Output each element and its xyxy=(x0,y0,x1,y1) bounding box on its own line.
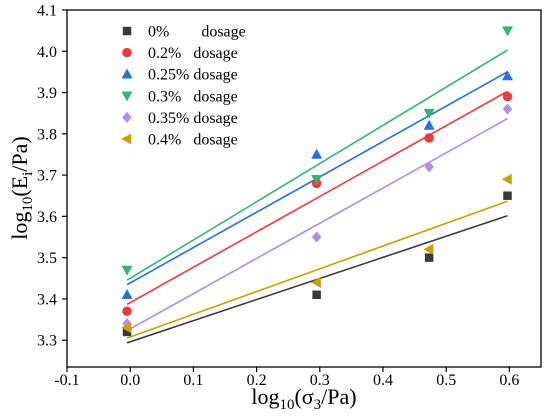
data-points xyxy=(121,26,513,337)
y-tick-label: 4.1 xyxy=(37,3,57,20)
legend-marker-1 xyxy=(122,47,132,58)
plot-frame xyxy=(66,9,542,368)
legend-label-4: 0.35% dosage xyxy=(148,110,238,127)
y-tick-label: 4.0 xyxy=(37,44,57,61)
series-5-point-3 xyxy=(501,173,512,185)
series-2-point-2 xyxy=(423,119,435,130)
title-text: (σ xyxy=(294,384,313,409)
x-axis-title: log10(σ3/Pa) xyxy=(251,384,356,413)
x-tick-label: 0.2 xyxy=(247,372,267,389)
y-tick-label: 3.7 xyxy=(37,168,57,185)
x-axis: -0.1 0.0 0.1 0.2 0.3 0.4 0.5 0.6 xyxy=(54,367,519,389)
series-4-point-3 xyxy=(502,103,513,115)
y-tick-label: 3.8 xyxy=(37,126,57,143)
series-5-point-0 xyxy=(121,322,132,334)
series-4-point-1 xyxy=(311,231,322,243)
legend-item-0: 0% dosage xyxy=(122,24,246,41)
legend-label-0: 0% dosage xyxy=(148,24,246,41)
legend-item-2: 0.25% dosage xyxy=(121,67,238,84)
x-tick-label: 0.4 xyxy=(373,372,393,389)
legend-item-3: 0.3% dosage xyxy=(121,88,238,105)
series-5-point-2 xyxy=(423,243,434,255)
x-tick-label: 0.1 xyxy=(183,372,203,389)
title-text: /Pa) xyxy=(321,384,356,409)
legend-item-4: 0.35% dosage xyxy=(122,110,238,127)
series-1-point-3 xyxy=(502,91,513,102)
title-text: log xyxy=(7,212,32,240)
subscript-text: 10 xyxy=(279,397,294,413)
y-axis-title: log10(Ei/Pa) xyxy=(7,136,36,240)
y-tick-label: 3.3 xyxy=(37,333,57,350)
subscript-text: i xyxy=(20,172,36,176)
x-tick-label: 0.6 xyxy=(499,372,519,389)
legend-marker-4 xyxy=(122,111,132,123)
series-3-point-0 xyxy=(121,265,133,276)
legend-label-3: 0.3% dosage xyxy=(148,88,238,105)
legend-marker-3 xyxy=(121,91,133,102)
series-1-point-0 xyxy=(122,306,132,317)
fit-line-series-4 xyxy=(126,117,508,332)
fit-line-series-3 xyxy=(126,49,508,281)
y-tick-label: 3.9 xyxy=(37,85,57,102)
series-0-point-2 xyxy=(424,253,434,262)
legend-item-5: 0.4% dosage xyxy=(121,132,238,149)
legend-item-1: 0.2% dosage xyxy=(122,45,238,62)
subscript-text: 10 xyxy=(20,197,36,212)
series-2-point-1 xyxy=(311,148,323,159)
fit-line-series-5 xyxy=(126,200,508,339)
legend-label-2: 0.25% dosage xyxy=(148,67,238,84)
series-4-point-2 xyxy=(424,161,434,173)
title-text: /Pa) xyxy=(7,136,32,171)
x-tick-label: 0.0 xyxy=(120,372,140,389)
series-2-point-3 xyxy=(502,70,513,81)
legend-label-5: 0.4% dosage xyxy=(148,132,238,149)
series-0-point-0 xyxy=(122,327,132,337)
legend-marker-0 xyxy=(122,26,132,36)
series-0-point-1 xyxy=(312,290,321,300)
y-tick-label: 3.5 xyxy=(37,250,57,267)
fit-line-series-1 xyxy=(126,90,508,306)
x-tick-label: 0.5 xyxy=(436,372,456,389)
series-1-point-2 xyxy=(424,133,434,143)
series-3-point-3 xyxy=(502,26,513,37)
legend-label-1: 0.2% dosage xyxy=(148,45,238,62)
series-2-point-0 xyxy=(121,289,133,300)
title-text: (E xyxy=(7,176,32,197)
y-tick-label: 3.6 xyxy=(37,209,57,226)
legend-marker-2 xyxy=(121,68,133,79)
legend-marker-5 xyxy=(121,133,132,145)
legend: 0% dosage 0.2% dosage 0.25% dosage 0.3% dos… xyxy=(121,24,246,149)
title-text: log xyxy=(251,384,279,409)
series-3-point-1 xyxy=(311,174,323,185)
x-tick-label: 0.3 xyxy=(310,372,330,389)
series-5-point-1 xyxy=(310,276,321,288)
subscript-text: 3 xyxy=(314,397,322,413)
y-axis: 3.3 3.4 3.5 3.6 3.7 3.8 3.9 4.0 4.1 xyxy=(37,3,67,350)
series-0-point-3 xyxy=(503,191,512,200)
series-3-point-2 xyxy=(423,108,435,119)
x-tick-label: -0.1 xyxy=(54,372,79,389)
y-tick-label: 3.4 xyxy=(37,291,57,308)
